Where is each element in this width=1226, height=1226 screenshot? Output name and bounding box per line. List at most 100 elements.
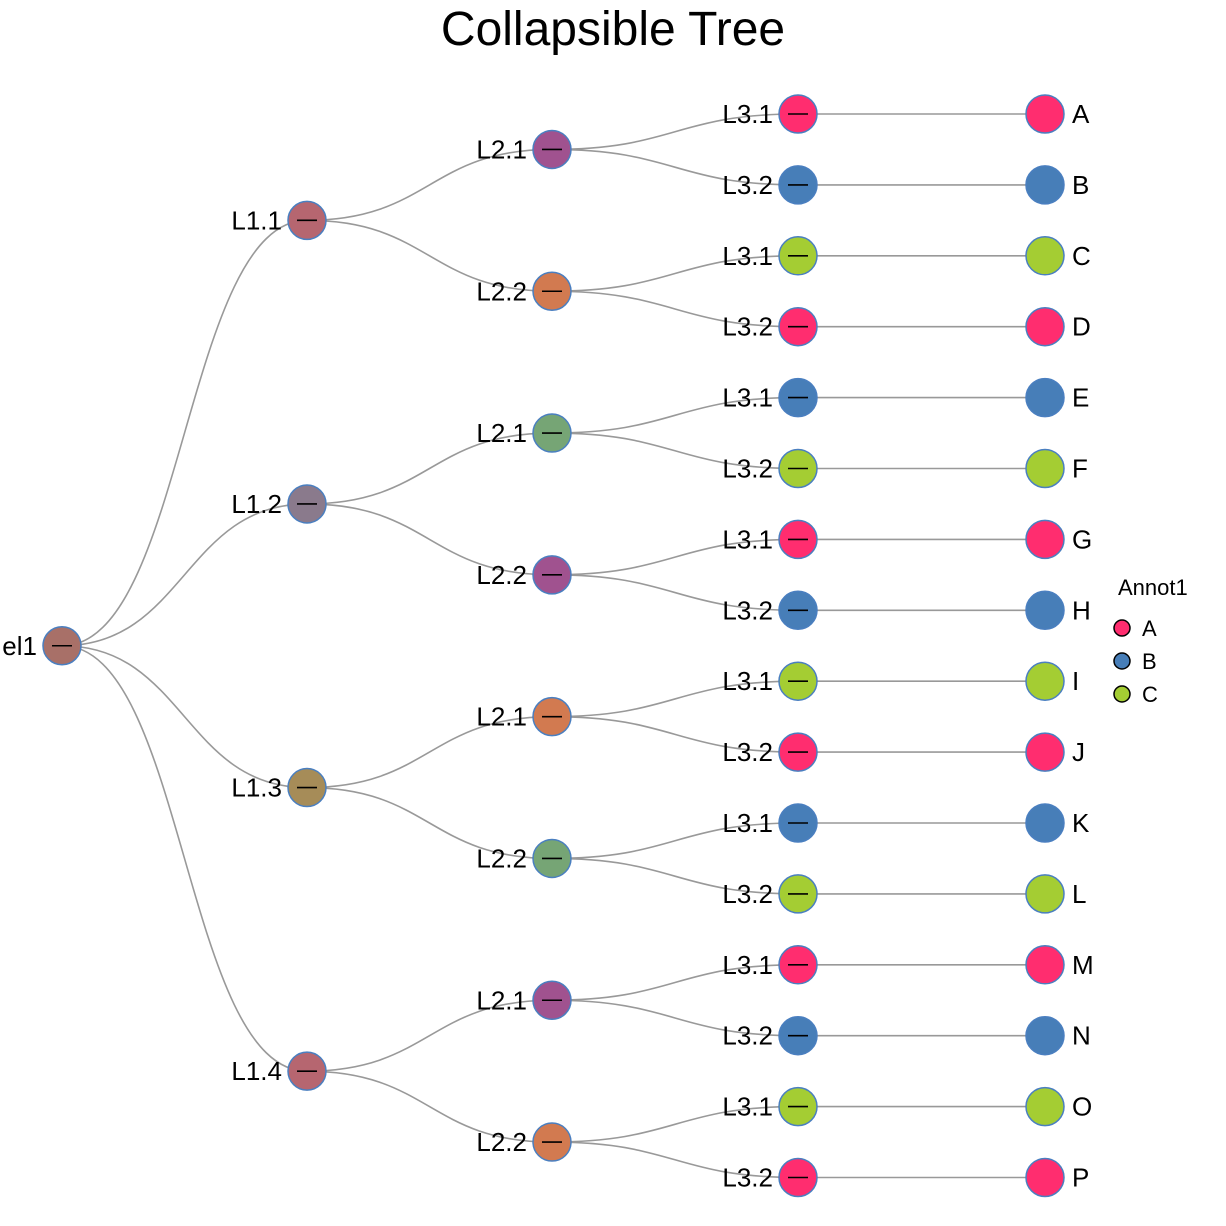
tree-node-root-3-2-2[interactable]: L3.2 — [722, 874, 818, 914]
tree-link — [61, 503, 308, 647]
tree-node-root-3-1-2[interactable]: L3.2 — [722, 732, 818, 772]
tree-node-root-1-1-1[interactable]: L3.1 — [722, 94, 818, 134]
node-label: G — [1072, 524, 1092, 554]
tree-node-root-3-2-1[interactable]: L3.1 — [722, 803, 818, 843]
node-circle[interactable] — [1025, 377, 1065, 418]
tree-node-root-3-1-2-1[interactable]: J — [1025, 732, 1085, 772]
tree-node-root-2-2-1-1[interactable]: G — [1025, 519, 1092, 560]
tree-node-root-3-2[interactable]: L2.2 — [476, 838, 572, 879]
node-label: C — [1072, 241, 1091, 271]
tree-node-root-1-1[interactable]: L2.1 — [476, 129, 572, 170]
tree-node-root-2-2-2-1[interactable]: H — [1025, 590, 1091, 631]
tree-links — [61, 113, 1045, 1179]
tree-node-root-3-2-1-1[interactable]: K — [1025, 803, 1090, 843]
tree-node-root-2-1-1[interactable]: L3.1 — [722, 377, 818, 418]
node-circle[interactable] — [1025, 1086, 1065, 1127]
tree-node-root-3[interactable]: L1.3 — [231, 767, 327, 808]
legend-item-b: B — [1113, 649, 1157, 674]
tree-link — [551, 715, 799, 753]
tree-link — [61, 644, 308, 789]
tree-node-root-1-1-2[interactable]: L3.2 — [722, 165, 818, 205]
node-circle[interactable] — [1025, 803, 1065, 843]
tree-node-root[interactable]: el1 — [2, 626, 82, 666]
legend-label-b: B — [1142, 649, 1157, 674]
tree-link — [551, 574, 799, 612]
node-label: A — [1072, 99, 1090, 129]
legend-swatch-b — [1113, 652, 1131, 670]
tree-link — [306, 219, 553, 293]
tree-node-root-1[interactable]: L1.1 — [231, 200, 327, 241]
node-label: L2.2 — [476, 1127, 527, 1157]
tree-node-root-2-1-1-1[interactable]: E — [1025, 377, 1089, 418]
node-label: L3.2 — [722, 595, 773, 625]
tree-node-root-4-2[interactable]: L2.2 — [476, 1122, 572, 1162]
tree-node-root-1-1-2-1[interactable]: B — [1025, 165, 1089, 205]
node-circle[interactable] — [1025, 1157, 1065, 1198]
node-circle[interactable] — [1025, 732, 1065, 772]
node-circle[interactable] — [1025, 1015, 1065, 1056]
tree-nodes: el1 L1.1 L2.1 L3.1 A L3.2 B L2.2 L3.1 C L3.2 D L1.2 L… — [2, 94, 1094, 1198]
tree-node-root-4-1-2[interactable]: L3.2 — [722, 1015, 818, 1056]
tree-node-root-1-2-2[interactable]: L3.2 — [722, 306, 818, 347]
node-label: L2.2 — [476, 276, 527, 306]
tree-node-root-3-1-1[interactable]: L3.1 — [722, 661, 818, 701]
tree-node-root-2-1-2[interactable]: L3.2 — [722, 448, 818, 489]
node-label: H — [1072, 595, 1091, 625]
node-label: L3.2 — [722, 454, 773, 484]
tree-node-root-1-2[interactable]: L2.2 — [476, 271, 572, 311]
node-circle[interactable] — [1025, 874, 1065, 914]
legend-swatch-a — [1113, 619, 1131, 637]
node-circle[interactable] — [1025, 661, 1065, 701]
node-circle[interactable] — [1025, 165, 1065, 205]
tree-node-root-4-1-2-1[interactable]: N — [1025, 1015, 1091, 1056]
tree-node-root-1-2-1[interactable]: L3.1 — [722, 236, 818, 276]
tree-link — [61, 219, 308, 647]
tree-node-root-2-1-2-1[interactable]: F — [1025, 448, 1088, 489]
node-label: L3.2 — [722, 1021, 773, 1051]
node-label: M — [1072, 950, 1094, 980]
tree-link — [551, 396, 799, 434]
tree-node-root-4-2-1-1[interactable]: O — [1025, 1086, 1092, 1127]
tree-link — [551, 999, 799, 1037]
node-label: L3.2 — [722, 170, 773, 200]
tree-link — [551, 148, 799, 186]
node-circle[interactable] — [1025, 94, 1065, 134]
tree-node-root-3-1-1-1[interactable]: I — [1025, 661, 1079, 701]
tree-node-root-2[interactable]: L1.2 — [231, 484, 327, 524]
node-circle[interactable] — [1025, 590, 1065, 631]
node-label: L2.2 — [476, 560, 527, 590]
node-label: L2.1 — [476, 702, 527, 732]
tree-node-root-4-1-1[interactable]: L3.1 — [722, 945, 818, 985]
tree-node-root-2-1[interactable]: L2.1 — [476, 413, 572, 453]
tree-node-root-1-2-1-1[interactable]: C — [1025, 236, 1091, 276]
node-label: L3.2 — [722, 312, 773, 342]
legend: Annot1 A B C — [1113, 575, 1188, 707]
node-label: L3.1 — [722, 99, 773, 129]
node-circle[interactable] — [1025, 306, 1065, 347]
node-circle[interactable] — [1025, 519, 1065, 560]
node-circle[interactable] — [1025, 448, 1065, 489]
tree-node-root-1-2-2-1[interactable]: D — [1025, 306, 1091, 347]
tree-link — [306, 999, 553, 1072]
tree-node-root-3-2-2-1[interactable]: L — [1025, 874, 1086, 914]
node-label: L3.1 — [722, 241, 773, 271]
tree-node-root-4-1[interactable]: L2.1 — [476, 980, 572, 1020]
tree-node-root-4[interactable]: L1.4 — [231, 1051, 327, 1091]
node-label: L2.1 — [476, 418, 527, 448]
tree-node-root-2-2[interactable]: L2.2 — [476, 555, 572, 595]
tree-node-root-4-2-2[interactable]: L3.2 — [722, 1157, 818, 1198]
tree-node-root-3-1[interactable]: L2.1 — [476, 696, 572, 737]
node-circle[interactable] — [1025, 236, 1065, 276]
tree-node-root-4-2-1[interactable]: L3.1 — [722, 1086, 818, 1127]
tree-node-root-4-2-2-1[interactable]: P — [1025, 1157, 1089, 1198]
tree-node-root-1-1-1-1[interactable]: A — [1025, 94, 1090, 134]
tree-node-root-2-2-1[interactable]: L3.1 — [722, 519, 818, 560]
node-label: L3.2 — [722, 737, 773, 767]
node-circle[interactable] — [1025, 945, 1065, 985]
legend-item-c: C — [1113, 682, 1158, 707]
legend-label-c: C — [1142, 682, 1158, 707]
tree-node-root-4-1-1-1[interactable]: M — [1025, 945, 1094, 985]
tree-node-root-2-2-2[interactable]: L3.2 — [722, 590, 818, 631]
node-label: N — [1072, 1021, 1091, 1051]
node-label: L2.1 — [476, 134, 527, 164]
